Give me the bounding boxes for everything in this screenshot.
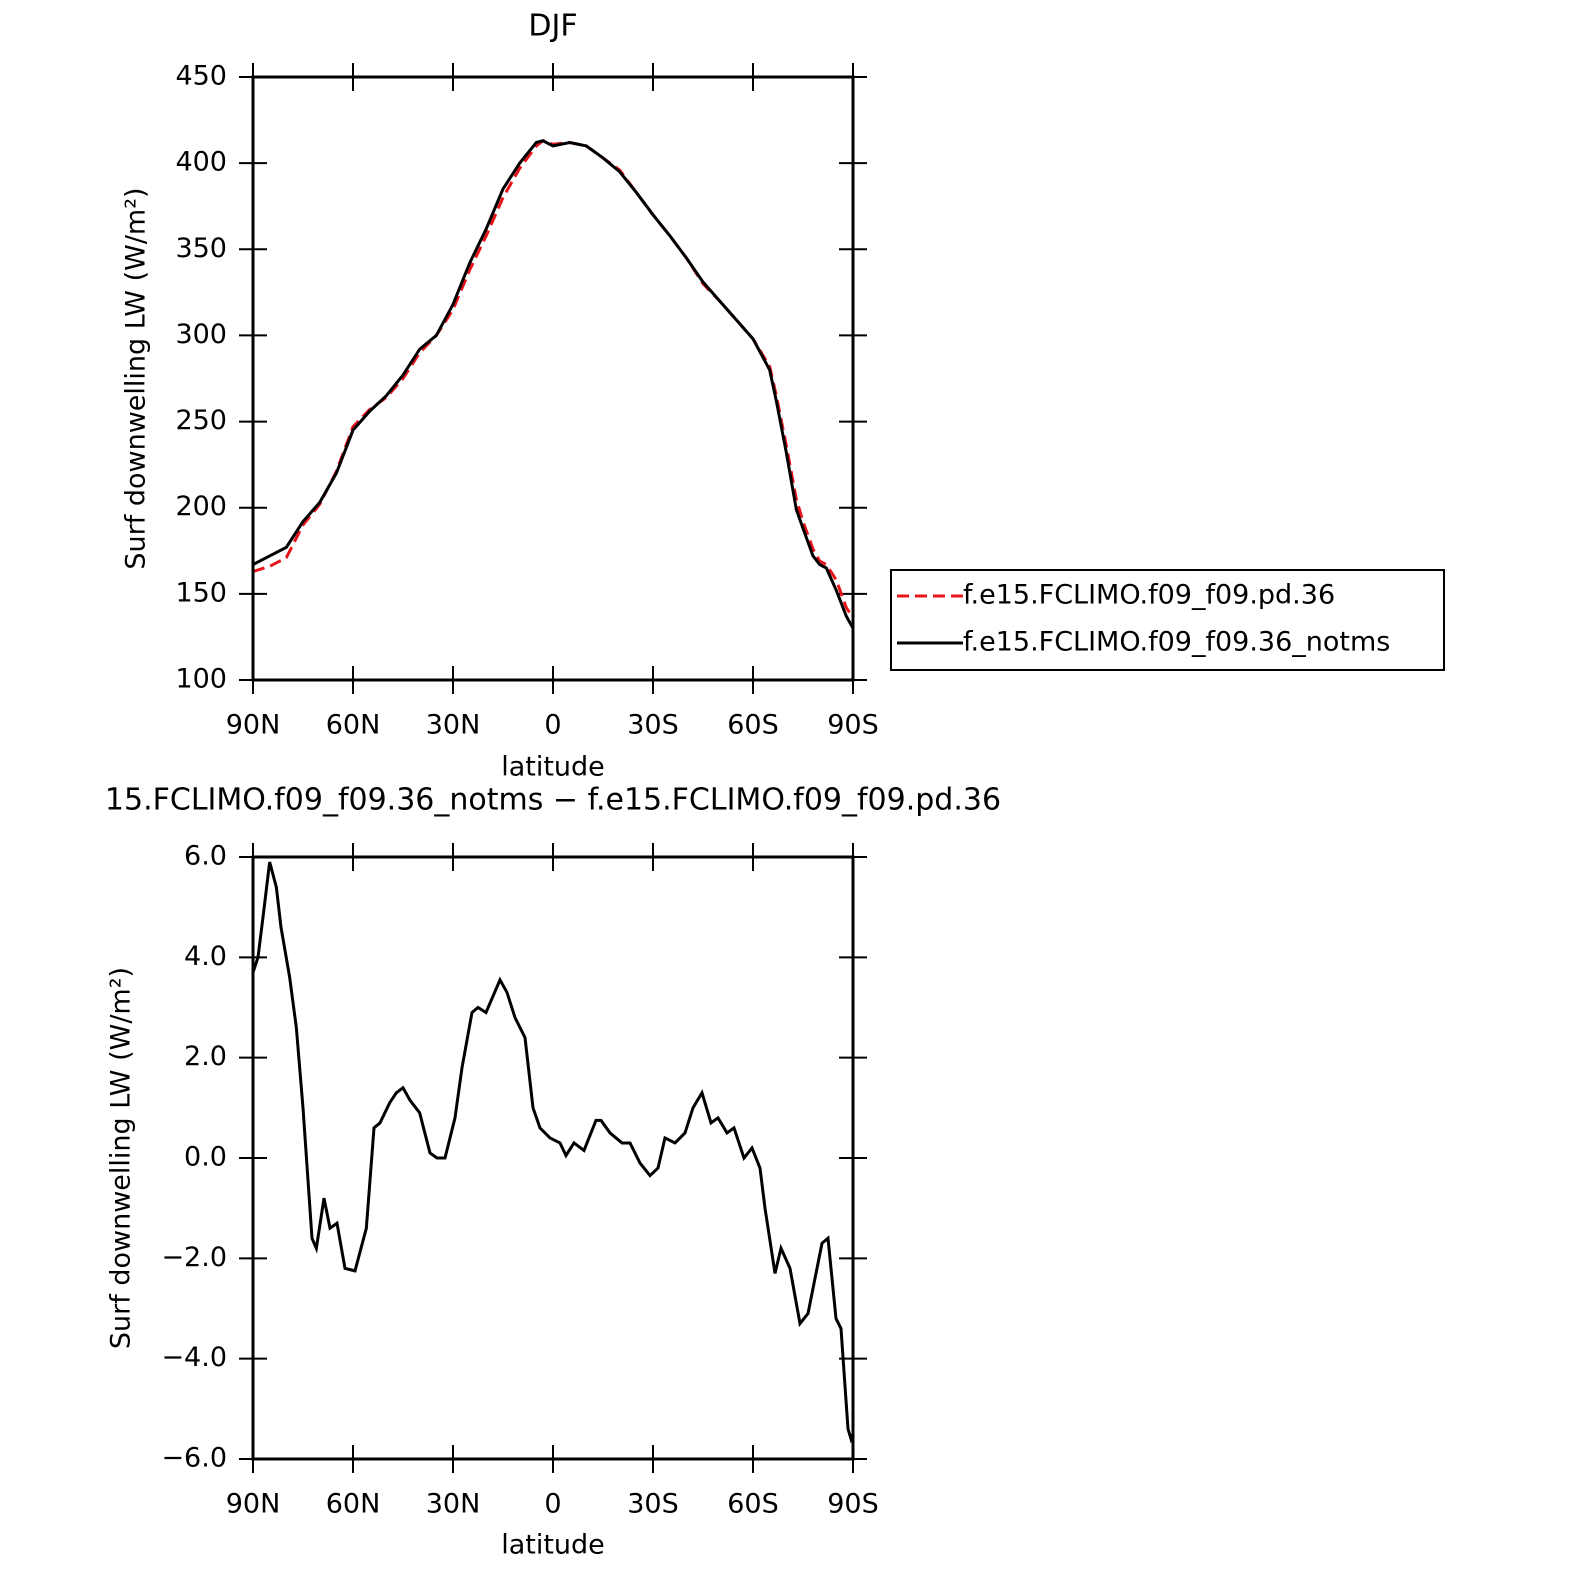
y-tick-label: −4.0: [161, 1342, 227, 1373]
y-tick-label: 6.0: [184, 841, 227, 872]
x-tick-label: 60S: [727, 710, 779, 741]
x-tick-label: 60N: [326, 710, 381, 741]
chart-title: DJF: [528, 9, 577, 44]
x-axis-label: latitude: [501, 1530, 605, 1561]
x-tick-label: 60N: [326, 1489, 381, 1520]
y-tick-label: 450: [175, 61, 227, 92]
x-tick-label: 30S: [627, 1489, 679, 1520]
x-tick-label: 30N: [426, 710, 481, 741]
y-tick-label: −6.0: [161, 1443, 227, 1474]
y-tick-label: 0.0: [184, 1142, 227, 1173]
x-tick-label: 0: [544, 710, 561, 741]
x-tick-label: 30S: [627, 710, 679, 741]
x-axis-label: latitude: [501, 752, 605, 783]
y-axis-label: Surf downwelling LW (W/m²): [106, 967, 137, 1349]
data-line: [252, 139, 855, 619]
x-tick-label: 90S: [827, 1489, 879, 1520]
x-tick-label: 90N: [226, 1489, 281, 1520]
y-axis-label: Surf downwelling LW (W/m²): [121, 187, 152, 569]
plot-frame: [251, 855, 855, 1461]
y-tick-label: 150: [175, 577, 227, 608]
chart-title: 15.FCLIMO.f09_f09.36_notms − f.e15.FCLIM…: [105, 783, 1001, 818]
data-line: [251, 861, 855, 1444]
y-tick-label: 350: [175, 233, 227, 264]
x-tick-label: 60S: [727, 1489, 779, 1520]
data-line: [252, 139, 855, 630]
legend-label: f.e15.FCLIMO.f09_f09.36_notms: [963, 627, 1390, 658]
y-tick-label: 4.0: [184, 941, 227, 972]
y-tick-label: 250: [175, 405, 227, 436]
x-tick-label: 30N: [426, 1489, 481, 1520]
x-tick-label: 0: [544, 1489, 561, 1520]
y-tick-label: 300: [175, 319, 227, 350]
y-tick-label: 2.0: [184, 1041, 227, 1072]
legend-box: [890, 569, 1445, 671]
plot-frame: [251, 75, 855, 682]
y-tick-label: 100: [175, 664, 227, 695]
x-tick-label: 90S: [827, 710, 879, 741]
legend-label: f.e15.FCLIMO.f09_f09.pd.36: [963, 580, 1335, 611]
y-tick-label: 400: [175, 147, 227, 178]
y-tick-label: 200: [175, 491, 227, 522]
x-tick-label: 90N: [226, 710, 281, 741]
y-tick-label: −2.0: [161, 1242, 227, 1273]
